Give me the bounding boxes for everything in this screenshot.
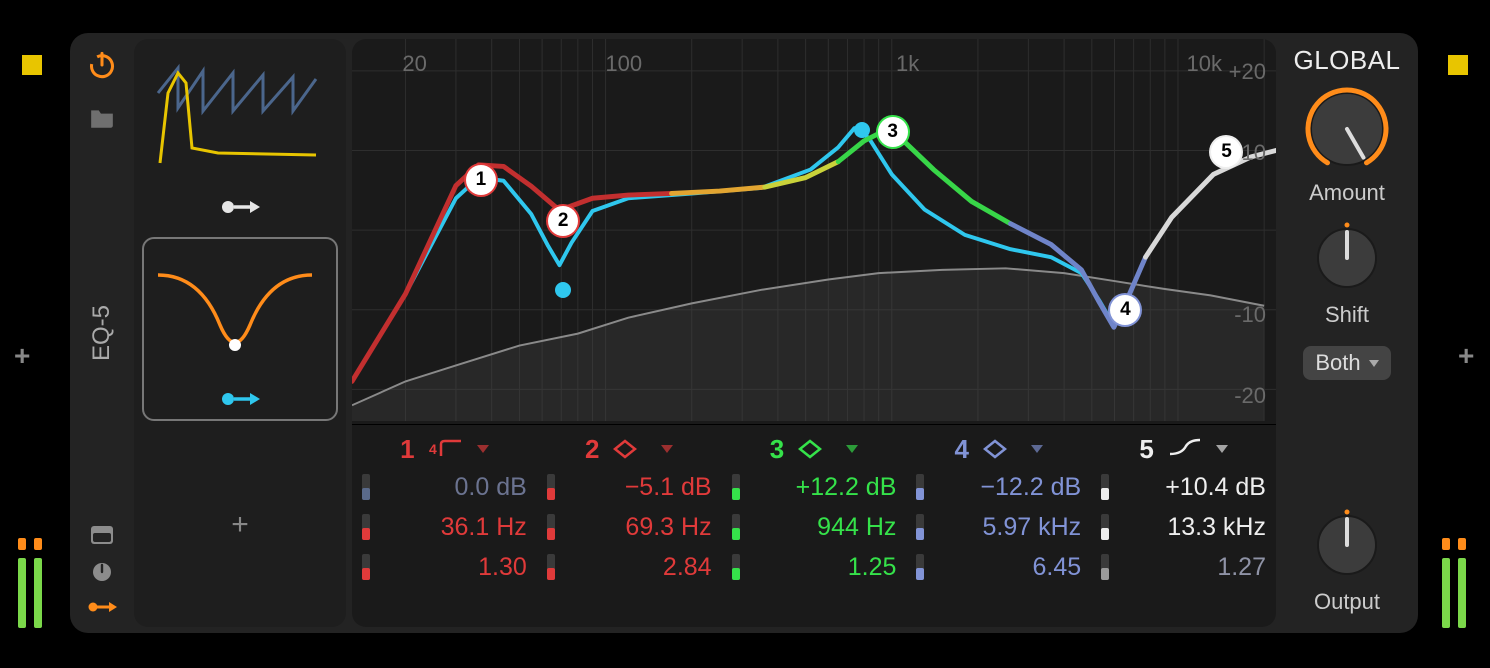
expanded-view-icon[interactable]: [90, 525, 114, 545]
channel-mode-value: Both: [1315, 350, 1360, 376]
chain-slot-routing-icon[interactable]: [220, 389, 260, 409]
indicator-top-right: [1448, 55, 1468, 75]
eq-graph[interactable]: 201001k10k+20+10-10-2012345: [352, 39, 1276, 424]
x-tick-label: 100: [605, 51, 642, 77]
eq-node-4[interactable]: 4: [1110, 295, 1140, 325]
band-gain-value[interactable]: +12.2 dB: [732, 469, 897, 505]
eq-node-3[interactable]: 3: [878, 117, 908, 147]
band-freq-value[interactable]: 944 Hz: [732, 509, 897, 545]
band-column-1: 1 4 0.0 dB 36.1 Hz 1.30: [352, 425, 537, 627]
band-shape-dropdown-icon[interactable]: [1216, 445, 1228, 453]
band-shape-icon[interactable]: [613, 438, 647, 460]
x-tick-label: 1k: [896, 51, 919, 77]
shift-knob[interactable]: [1309, 220, 1385, 296]
global-title: GLOBAL: [1293, 45, 1400, 76]
band-number[interactable]: 1: [400, 434, 414, 465]
band-column-3: 3 +12.2 dB 944 Hz 1.25: [722, 425, 907, 627]
band-shape-icon[interactable]: [1168, 438, 1202, 460]
band-number[interactable]: 5: [1139, 434, 1153, 465]
routing-icon[interactable]: [87, 599, 117, 615]
band-number[interactable]: 3: [770, 434, 784, 465]
band-shape-icon[interactable]: [983, 438, 1017, 460]
amount-label: Amount: [1309, 180, 1385, 206]
x-tick-label: 20: [402, 51, 426, 77]
band-gain-value[interactable]: 0.0 dB: [362, 469, 527, 505]
device-panel: EQ-5: [70, 33, 1418, 633]
preset-folder-icon[interactable]: [89, 107, 115, 129]
band-shape-dropdown-icon[interactable]: [846, 445, 858, 453]
band-gain-value[interactable]: −12.2 dB: [916, 469, 1081, 505]
x-tick-label: 10k: [1187, 51, 1222, 77]
chain-slot-routing-icon[interactable]: [220, 197, 260, 217]
amount-knob[interactable]: [1302, 84, 1392, 174]
eq-node-2[interactable]: 2: [548, 206, 578, 236]
power-icon[interactable]: [88, 51, 116, 79]
modulation-icon[interactable]: [91, 561, 113, 583]
add-device-right[interactable]: +: [1458, 340, 1474, 372]
modulation-dot: [555, 282, 571, 298]
band-q-value[interactable]: 6.45: [916, 549, 1081, 585]
band-freq-value[interactable]: 13.3 kHz: [1101, 509, 1266, 545]
band-freq-value[interactable]: 69.3 Hz: [547, 509, 712, 545]
band-shape-dropdown-icon[interactable]: [661, 445, 673, 453]
y-tick-label: -20: [1234, 383, 1266, 409]
band-number[interactable]: 2: [585, 434, 599, 465]
band-q-value[interactable]: 1.25: [732, 549, 897, 585]
output-label: Output: [1314, 589, 1380, 615]
band-gain-value[interactable]: +10.4 dB: [1101, 469, 1266, 505]
svg-text:4: 4: [429, 441, 437, 457]
band-column-2: 2 −5.1 dB 69.3 Hz 2.84: [537, 425, 722, 627]
band-shape-dropdown-icon[interactable]: [1031, 445, 1043, 453]
band-column-4: 4 −12.2 dB 5.97 kHz 6.45: [906, 425, 1091, 627]
device-header-column: EQ-5: [70, 33, 134, 633]
modulation-dot: [854, 122, 870, 138]
add-device-left[interactable]: +: [14, 340, 30, 372]
plus-icon: +: [231, 508, 249, 542]
indicator-top-left: [22, 55, 42, 75]
chain-add-slot[interactable]: +: [142, 431, 338, 619]
band-column-5: 5 +10.4 dB 13.3 kHz 1.27: [1091, 425, 1276, 627]
band-shape-icon[interactable]: [798, 438, 832, 460]
shift-label: Shift: [1325, 302, 1369, 328]
band-shape-icon[interactable]: 4: [429, 438, 463, 460]
band-parameter-table: 1 4 0.0 dB 36.1 Hz 1.30 2 −5.1 dB 69.3 H…: [352, 424, 1276, 627]
band-shape-dropdown-icon[interactable]: [477, 445, 489, 453]
global-column: GLOBAL Amount Shift Both Output: [1276, 33, 1418, 633]
band-q-value[interactable]: 1.30: [362, 549, 527, 585]
band-freq-value[interactable]: 36.1 Hz: [362, 509, 527, 545]
band-number[interactable]: 4: [955, 434, 969, 465]
device-name-label: EQ-5: [88, 305, 116, 361]
y-tick-label: -10: [1234, 302, 1266, 328]
band-freq-value[interactable]: 5.97 kHz: [916, 509, 1081, 545]
output-knob[interactable]: [1309, 507, 1385, 583]
y-tick-label: +20: [1229, 59, 1266, 85]
app-root: + + EQ-5: [0, 0, 1490, 668]
eq-node-5[interactable]: 5: [1211, 137, 1241, 167]
band-gain-value[interactable]: −5.1 dB: [547, 469, 712, 505]
band-q-value[interactable]: 1.27: [1101, 549, 1266, 585]
eq-node-1[interactable]: 1: [466, 165, 496, 195]
level-meter-right: [1438, 532, 1478, 628]
level-meter-left: [14, 532, 54, 628]
band-q-value[interactable]: 2.84: [547, 549, 712, 585]
chain-slot-2[interactable]: [142, 237, 338, 421]
channel-mode-select[interactable]: Both: [1303, 346, 1390, 380]
fx-chain-column: +: [134, 39, 346, 627]
eq-main-area: 201001k10k+20+10-10-2012345 1 4 0.0 dB 3…: [352, 39, 1276, 627]
chain-slot-1[interactable]: [142, 47, 338, 227]
